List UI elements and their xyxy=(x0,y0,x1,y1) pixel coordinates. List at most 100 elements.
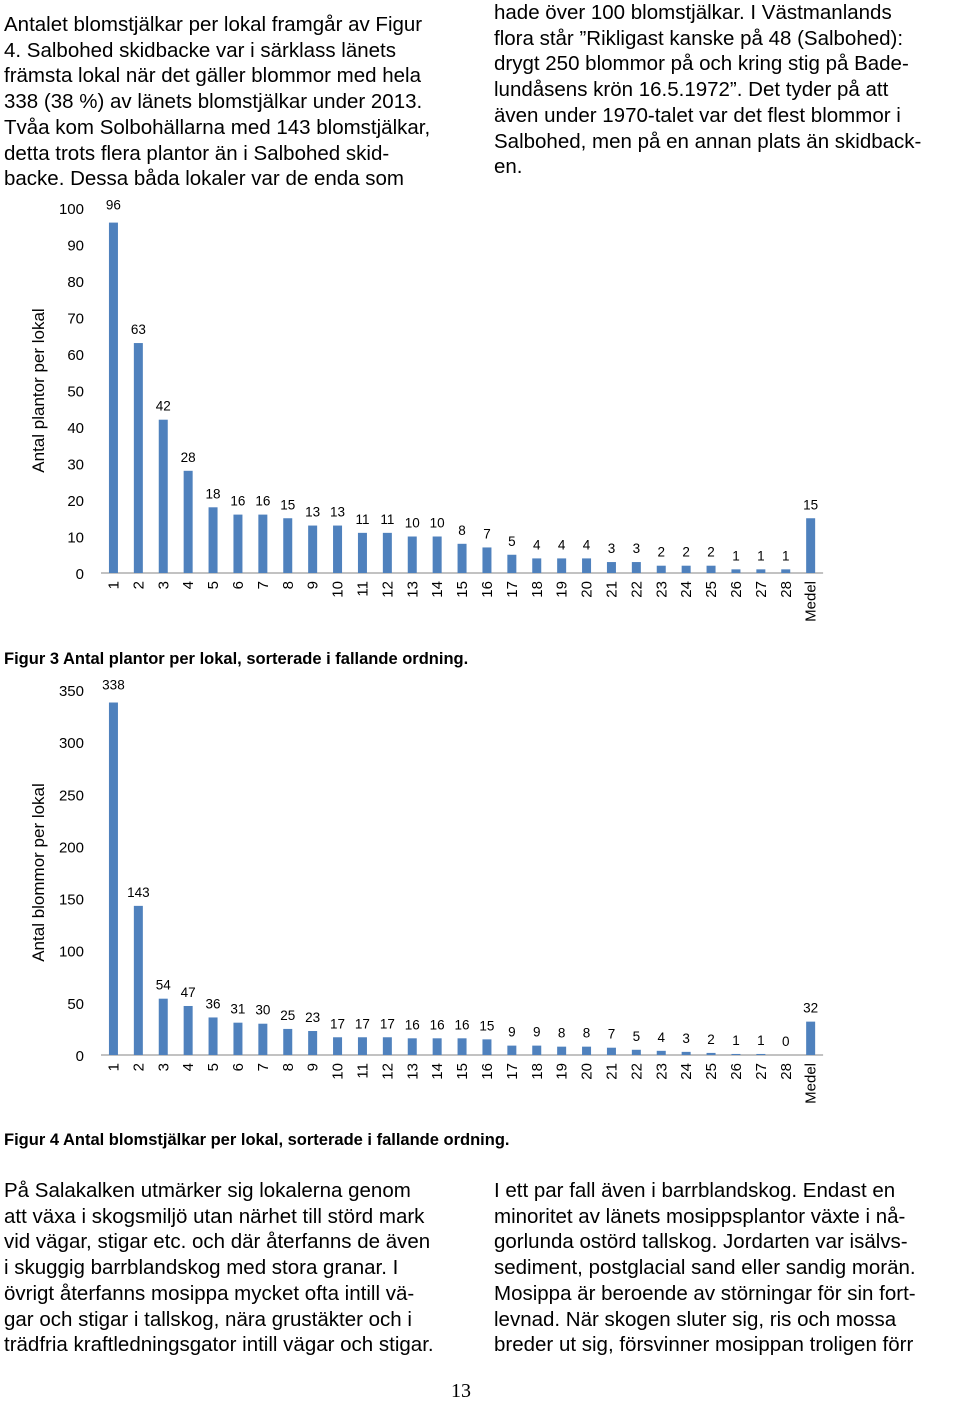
x-tick-label: 22 xyxy=(628,581,645,598)
y-axis-title: Antal blommor per lokal xyxy=(29,783,48,962)
text-line: Tvåa kom Solbohällarna med 143 blomstjäl… xyxy=(4,115,431,139)
bar xyxy=(706,1052,716,1055)
y-tick-label: 40 xyxy=(67,420,84,437)
x-tick-label: 22 xyxy=(628,1063,645,1080)
data-label: 16 xyxy=(430,1017,445,1032)
y-tick-label: 70 xyxy=(67,311,84,328)
x-tick-label: 6 xyxy=(230,1063,247,1071)
x-tick-label: 15 xyxy=(454,581,471,598)
data-label: 16 xyxy=(405,1017,420,1032)
y-tick-label: 10 xyxy=(67,530,84,547)
figure-3-caption: Figur 3 Antal plantor per lokal, sortera… xyxy=(4,650,469,668)
bar xyxy=(158,998,168,1055)
y-tick-label: 90 xyxy=(67,238,84,255)
data-label: 9 xyxy=(508,1025,516,1040)
bar xyxy=(731,1053,741,1055)
bar xyxy=(656,565,666,573)
data-label: 143 xyxy=(127,885,150,900)
data-label: 4 xyxy=(558,537,566,552)
data-label: 4 xyxy=(657,1030,665,1045)
x-tick-label: 23 xyxy=(653,1063,670,1080)
bar xyxy=(507,554,517,573)
bar xyxy=(357,1037,367,1055)
x-tick-label: 21 xyxy=(603,1063,620,1080)
data-label: 2 xyxy=(707,545,715,560)
x-tick-label: 24 xyxy=(678,581,695,598)
data-label: 17 xyxy=(330,1016,345,1031)
data-label: 3 xyxy=(633,541,641,556)
data-label: 2 xyxy=(707,1032,715,1047)
y-axis-title: Antal plantor per lokal xyxy=(29,308,48,472)
bar xyxy=(557,1046,567,1055)
bar xyxy=(557,558,567,573)
text-column-top-left: Antalet blomstjälkar per lokal framgår a… xyxy=(4,12,474,192)
bar xyxy=(382,532,392,573)
data-label: 15 xyxy=(803,497,818,512)
data-label: 338 xyxy=(102,678,125,693)
text-line: lundåsens krön 16.5.1972”. Det tyder på … xyxy=(494,78,889,102)
bar xyxy=(756,1053,766,1055)
bar xyxy=(183,470,193,573)
x-tick-label: 19 xyxy=(554,581,571,598)
text-line: trädfria kraftledningsgator intill vägar… xyxy=(4,1333,434,1357)
x-tick-label: 23 xyxy=(653,581,670,598)
x-tick-label: 5 xyxy=(205,581,222,589)
text-line: Mosippa är beroende av störningar för si… xyxy=(494,1281,916,1305)
x-tick-label: 12 xyxy=(379,1063,396,1080)
bar xyxy=(208,507,218,573)
data-label: 5 xyxy=(633,1029,641,1044)
bar xyxy=(781,569,791,573)
text-line: 338 (38 %) av länets blomstjälkar under … xyxy=(4,90,423,114)
data-label: 8 xyxy=(558,1026,566,1041)
data-label: 5 xyxy=(508,534,516,549)
y-tick-label: 0 xyxy=(76,1048,84,1065)
data-label: 1 xyxy=(732,1033,740,1048)
text-line: Salbohed, men på en annan plats än skidb… xyxy=(494,129,922,153)
x-tick-label: 8 xyxy=(280,581,297,589)
bar xyxy=(357,532,367,573)
x-tick-label: 3 xyxy=(155,1063,172,1071)
text-line: minoritet av länets mosippsplantor växte… xyxy=(494,1204,906,1228)
bar xyxy=(806,1021,816,1055)
x-tick-label: 9 xyxy=(305,1063,322,1071)
text-column-bottom-right: I ett par fall även i barrblandskog. End… xyxy=(494,1178,956,1358)
x-tick-label: 12 xyxy=(379,581,396,598)
data-label: 36 xyxy=(206,996,221,1011)
text-line: drygt 250 blommor på och kring stig på B… xyxy=(494,52,909,76)
x-tick-label: 19 xyxy=(554,1063,571,1080)
data-label: 4 xyxy=(533,537,541,552)
data-label: 3 xyxy=(682,1031,690,1046)
x-tick-label: 26 xyxy=(728,581,745,598)
bar xyxy=(407,536,417,573)
data-label: 1 xyxy=(757,548,765,563)
text-column-bottom-left: På Salakalken utmärker sig lokalerna gen… xyxy=(4,1178,474,1358)
bar xyxy=(258,514,268,573)
bar xyxy=(507,1045,517,1055)
y-tick-label: 350 xyxy=(59,683,84,700)
y-tick-label: 20 xyxy=(67,493,84,510)
bar xyxy=(382,1037,392,1055)
x-tick-label: Medel xyxy=(803,1063,820,1104)
x-tick-label: 5 xyxy=(205,1063,222,1071)
text-line: gar och stigar i tallskog, nära grustäkt… xyxy=(4,1307,412,1331)
data-label: 10 xyxy=(430,516,445,531)
bar xyxy=(631,562,641,573)
x-tick-label: 20 xyxy=(579,1063,596,1080)
chart-flowers-svg: Antal blommor per lokal05010015020025030… xyxy=(29,678,824,1104)
x-tick-label: 8 xyxy=(280,1063,297,1071)
y-tick-label: 30 xyxy=(67,457,84,474)
x-tick-label: 11 xyxy=(354,581,371,597)
text-line: hade över 100 blomstjälkar. I Västmanlan… xyxy=(494,1,892,24)
text-line: backe. Dessa båda lokaler var de enda so… xyxy=(4,167,404,191)
y-tick-label: 60 xyxy=(67,347,84,364)
bar xyxy=(233,514,243,573)
x-tick-label: 10 xyxy=(330,581,347,598)
bar xyxy=(532,1045,542,1055)
y-tick-label: 250 xyxy=(59,787,84,804)
bar xyxy=(606,562,616,573)
data-label: 54 xyxy=(156,978,172,993)
data-label: 0 xyxy=(782,1034,790,1049)
x-tick-label: 14 xyxy=(429,581,446,598)
x-tick-label: 25 xyxy=(703,1063,720,1080)
y-tick-label: 100 xyxy=(59,944,84,961)
